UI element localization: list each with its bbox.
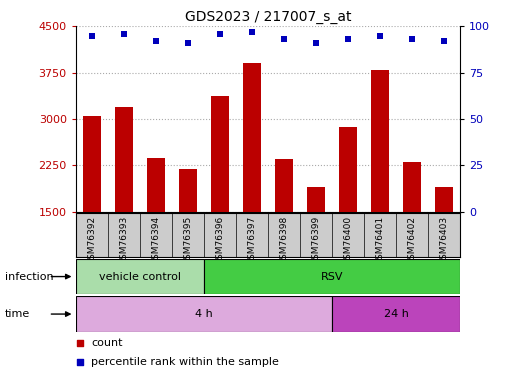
Bar	[115, 106, 133, 212]
FancyBboxPatch shape	[76, 259, 204, 294]
Point	[299, 264, 307, 270]
Bar	[83, 116, 100, 212]
Text: vehicle control: vehicle control	[99, 272, 181, 282]
Point	[216, 31, 224, 37]
Point	[280, 36, 288, 42]
Title: GDS2023 / 217007_s_at: GDS2023 / 217007_s_at	[185, 10, 351, 24]
Text: GSM76401: GSM76401	[376, 216, 384, 265]
Bar	[436, 187, 453, 212]
Point	[184, 40, 192, 46]
Text: time: time	[5, 309, 30, 319]
Point	[408, 36, 416, 42]
Text: count: count	[91, 338, 123, 348]
Bar	[243, 63, 261, 212]
FancyBboxPatch shape	[76, 296, 332, 332]
Bar	[147, 158, 165, 212]
Point	[376, 33, 384, 39]
Text: GSM76396: GSM76396	[215, 216, 224, 265]
Bar	[275, 159, 293, 212]
Bar	[371, 70, 389, 212]
Point	[344, 36, 353, 42]
Bar	[179, 169, 197, 212]
Bar	[403, 162, 421, 212]
Bar	[339, 127, 357, 212]
Bar	[211, 96, 229, 212]
Text: infection: infection	[5, 272, 54, 282]
Point	[440, 38, 448, 44]
FancyBboxPatch shape	[332, 296, 460, 332]
Text: GSM76403: GSM76403	[440, 216, 449, 265]
Text: GSM76400: GSM76400	[344, 216, 353, 265]
FancyBboxPatch shape	[204, 259, 460, 294]
Text: GSM76394: GSM76394	[152, 216, 161, 265]
Text: percentile rank within the sample: percentile rank within the sample	[91, 357, 279, 367]
Point	[299, 94, 307, 100]
Text: GSM76399: GSM76399	[312, 216, 321, 265]
Text: GSM76398: GSM76398	[280, 216, 289, 265]
Text: RSV: RSV	[321, 272, 344, 282]
Point	[248, 29, 256, 35]
Point	[120, 31, 128, 37]
Text: GSM76397: GSM76397	[247, 216, 256, 265]
Text: GSM76395: GSM76395	[184, 216, 192, 265]
Point	[88, 33, 96, 39]
Text: GSM76392: GSM76392	[87, 216, 96, 265]
Point	[312, 40, 320, 46]
Text: 24 h: 24 h	[384, 309, 408, 319]
Text: GSM76402: GSM76402	[408, 216, 417, 265]
Text: GSM76393: GSM76393	[119, 216, 128, 265]
Bar	[308, 187, 325, 212]
Text: 4 h: 4 h	[195, 309, 213, 319]
Point	[152, 38, 160, 44]
